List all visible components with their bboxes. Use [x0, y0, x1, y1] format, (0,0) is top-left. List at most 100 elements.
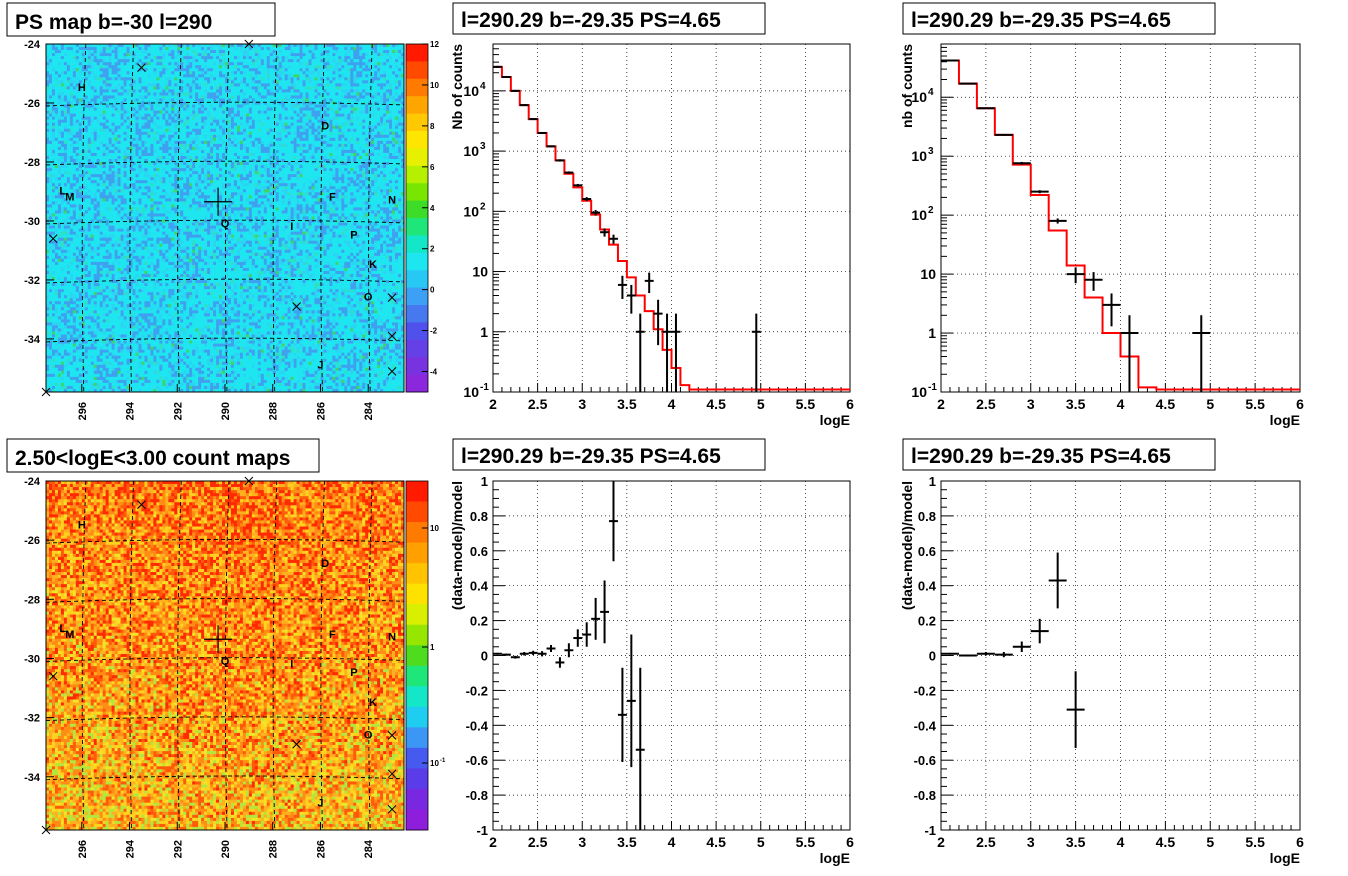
data-point [995, 134, 1013, 136]
res1-title: l=290.29 b=-29.35 PS=4.65 [461, 445, 721, 468]
y-tick-label: 10 [463, 143, 479, 159]
y-tick-label: -26 [24, 535, 40, 547]
x-tick-label: 296 [77, 840, 89, 858]
source-label: K [369, 697, 377, 709]
colorbar-tick-label: -2 [430, 327, 438, 336]
y-tick-label: -30 [24, 216, 40, 228]
x-tick-label: 3 [1027, 396, 1035, 412]
y-tick-label: -0.6 [466, 753, 488, 768]
colorbar-segment [406, 768, 428, 789]
x-axis-label: logE [820, 412, 850, 428]
y-tick-label: 0 [929, 649, 936, 664]
colorbar-segment [406, 686, 428, 707]
x-tick-label: 290 [220, 840, 232, 858]
y-tick-exponent: 2 [480, 201, 486, 212]
data-point [555, 159, 564, 161]
data-point [520, 104, 529, 106]
colorbar-segment [406, 809, 428, 830]
colorbar-tick-label: 2 [430, 245, 435, 254]
y-tick-label: 10 [472, 264, 488, 280]
y-tick-label: -32 [24, 275, 40, 287]
x-tick-label: 5.5 [796, 834, 816, 850]
y-axis-label: (data-model)/model [449, 481, 465, 610]
x-tick-label: 2 [489, 396, 497, 412]
spec1-title-box: l=290.29 b=-29.35 PS=4.65 [453, 3, 765, 34]
colorbar-segment [406, 707, 428, 728]
colorbar-segment [406, 114, 428, 132]
colorbar-segment [406, 148, 428, 166]
data-point [511, 90, 520, 92]
x-tick-label: 3 [578, 834, 586, 850]
y-tick-label: -30 [24, 653, 40, 665]
colorbar-tick-label: 8 [430, 122, 435, 131]
x-tick-label: 2 [937, 396, 945, 412]
source-label: Q [221, 655, 230, 667]
y-axis-label: Nb of counts [449, 44, 465, 130]
source-label: P [350, 667, 357, 679]
x-tick-label: 4.5 [706, 834, 726, 850]
y-tick-label: 10 [911, 207, 927, 223]
source-label: Q [221, 218, 230, 230]
source-label: H [78, 519, 86, 531]
y-tick-exponent: 3 [928, 146, 934, 157]
source-label: K [369, 259, 377, 271]
colorbar-tick-label: 10 [430, 81, 439, 90]
x-tick-label: 5 [757, 396, 765, 412]
source-label: F [329, 629, 336, 641]
x-tick-label: 4.5 [706, 396, 726, 412]
y-tick-label: 1 [928, 325, 936, 341]
colorbar-segment [406, 166, 428, 184]
colorbar-segment [406, 522, 428, 543]
x-tick-label: 288 [268, 840, 280, 858]
x-tick-label: 2.5 [528, 396, 548, 412]
colorbar-segment [406, 131, 428, 149]
colorbar-segment [406, 357, 428, 375]
x-tick-label: 292 [172, 840, 184, 858]
x-tick-label: 284 [363, 839, 375, 858]
colorbar-segment [406, 481, 428, 502]
colorbar-segment [406, 645, 428, 666]
x-tick-label: 5.5 [1245, 834, 1265, 850]
y-tick-label: -24 [24, 476, 41, 488]
y-tick-label: 1 [480, 324, 488, 340]
x-tick-label: 4 [668, 834, 676, 850]
x-tick-label: 5 [1206, 834, 1214, 850]
colorbar-segment [406, 305, 428, 323]
data-point [502, 654, 511, 656]
colorbar-tick-label: 10 [430, 759, 439, 768]
data-point [941, 653, 959, 655]
data-point [502, 76, 511, 78]
colorbar-segment [406, 183, 428, 201]
colorbar-segment [406, 604, 428, 625]
y-tick-exponent: 2 [928, 205, 934, 216]
x-tick-label: 6 [1296, 834, 1304, 850]
colorbar-segment [406, 375, 428, 393]
colorbar-tick-label: 4 [430, 204, 435, 213]
y-tick-label: -0.2 [466, 683, 488, 698]
colorbar-segment [406, 201, 428, 219]
x-tick-label: 292 [172, 402, 184, 420]
data-point [493, 653, 502, 655]
x-tick-label: 2.5 [528, 834, 548, 850]
y-tick-label: 1 [929, 474, 936, 489]
res2-title-box: l=290.29 b=-29.35 PS=4.65 [903, 439, 1215, 470]
data-point [493, 66, 502, 68]
y-tick-exponent: 4 [928, 87, 934, 98]
x-tick-label: 3.5 [617, 396, 637, 412]
map1-title: PS map b=-30 l=290 [15, 11, 212, 34]
data-point [959, 83, 977, 84]
data-point [529, 118, 538, 120]
x-tick-label: 294 [125, 401, 137, 420]
source-label: I [290, 658, 293, 670]
x-tick-label: 286 [315, 840, 327, 858]
colorbar-segment [406, 253, 428, 271]
colorbar-segment [406, 625, 428, 646]
x-tick-label: 4.5 [1156, 834, 1176, 850]
y-tick-exponent: -1 [480, 382, 489, 393]
x-tick-label: 4 [1117, 834, 1125, 850]
source-label: H [78, 82, 86, 94]
colorbar-segment [406, 270, 428, 288]
y-tick-label: 0.2 [918, 614, 936, 629]
